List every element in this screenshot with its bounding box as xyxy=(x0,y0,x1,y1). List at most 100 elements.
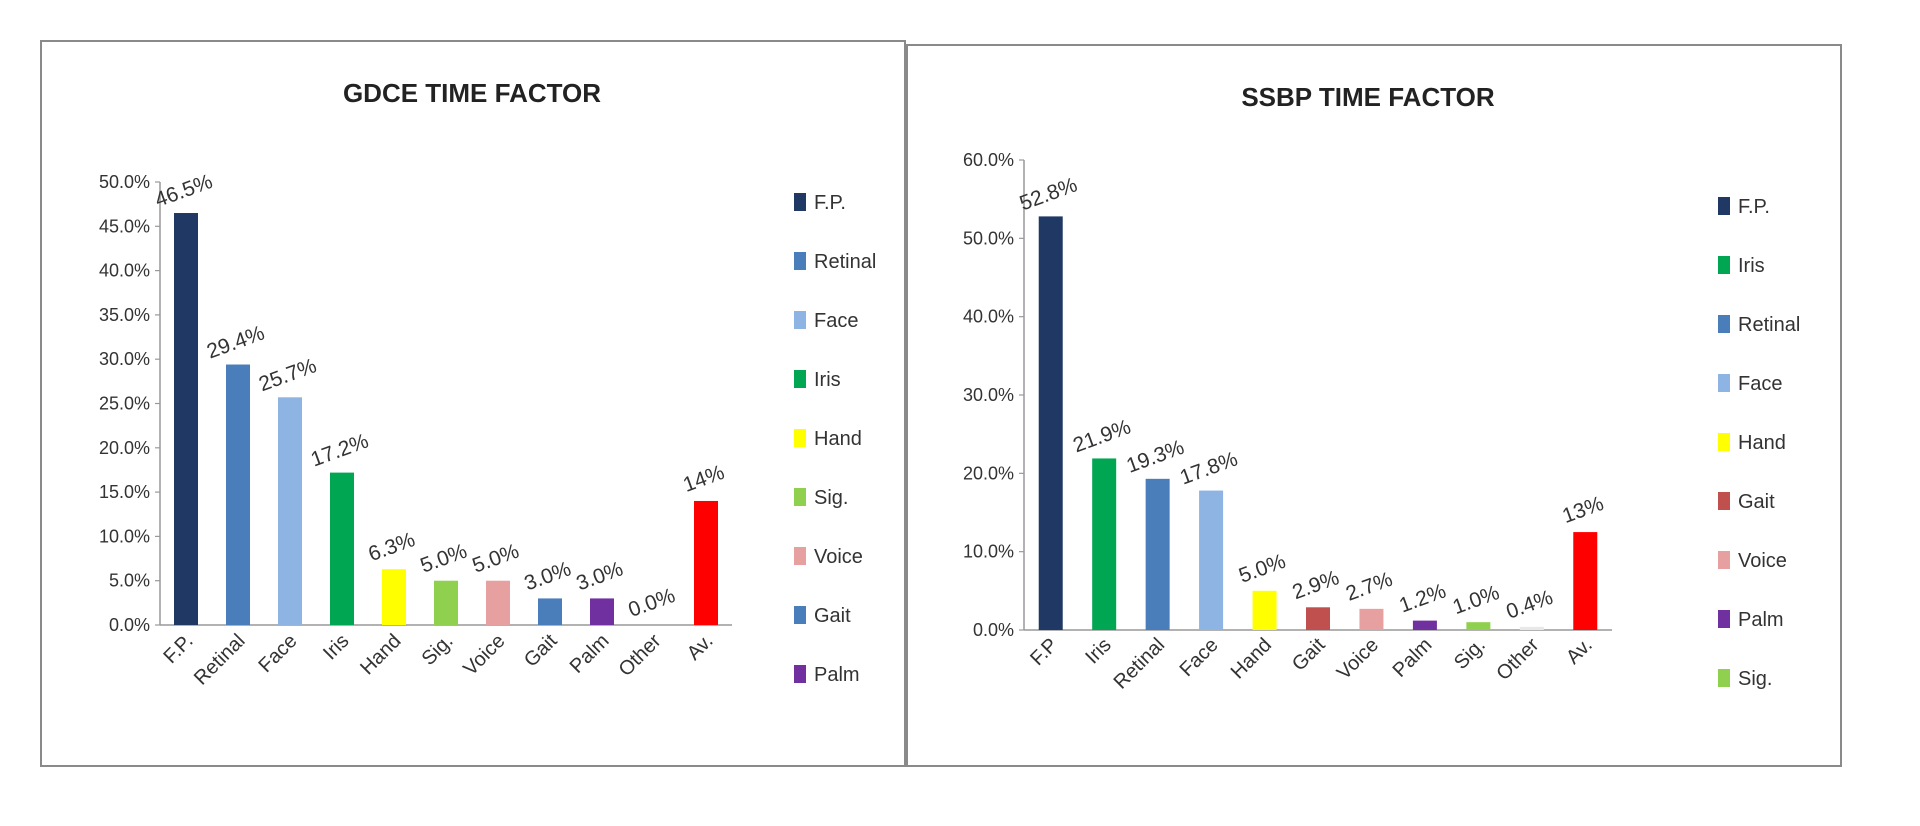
category-label: Gait xyxy=(1288,634,1330,676)
legend-swatch xyxy=(794,488,806,506)
data-label: 17.2% xyxy=(308,430,372,472)
data-label: 6.3% xyxy=(365,528,418,566)
y-tick-label: 0.0% xyxy=(109,615,150,635)
category-label: Voice xyxy=(1333,634,1383,684)
legend-swatch xyxy=(794,193,806,211)
data-label: 3.0% xyxy=(573,557,626,595)
bar xyxy=(1252,590,1277,630)
bar xyxy=(434,580,458,625)
legend-swatch xyxy=(1718,315,1730,333)
category-label: Retinal xyxy=(1110,634,1170,694)
chart-title: SSBP TIME FACTOR xyxy=(1241,82,1495,112)
legend-label: Retinal xyxy=(1738,314,1800,336)
legend-label: Hand xyxy=(814,428,862,450)
y-tick-label: 45.0% xyxy=(99,216,150,236)
category-label: Iris xyxy=(319,630,353,664)
legend-swatch xyxy=(1718,492,1730,510)
legend-swatch xyxy=(794,252,806,270)
y-tick-label: 10.0% xyxy=(99,526,150,546)
data-label: 2.7% xyxy=(1343,568,1396,606)
data-label: 46.5% xyxy=(152,170,216,212)
legend-label: Sig. xyxy=(814,487,848,509)
legend-label: F.P. xyxy=(814,192,846,214)
category-label: Gait xyxy=(520,630,562,672)
y-tick-label: 25.0% xyxy=(99,394,150,414)
category-label: Palm xyxy=(566,630,614,678)
ssbp-time-factor-chart: SSBP TIME FACTOR 0.0% 10.0% 20.0% 30.0% 40.0%… xyxy=(963,82,1800,694)
legend-label: Gait xyxy=(814,605,851,627)
y-tick-label: 40.0% xyxy=(963,307,1014,327)
bar xyxy=(1412,620,1437,630)
y-tick-label: 60.0% xyxy=(963,150,1014,170)
legend-swatch xyxy=(794,311,806,329)
ssbp-chart-panel: SSBP TIME FACTOR 0.0% 10.0% 20.0% 30.0% 40.0%… xyxy=(906,44,1842,767)
y-tick-label: 0.0% xyxy=(973,620,1014,640)
y-tick-label: 40.0% xyxy=(99,261,150,281)
legend-label: Face xyxy=(814,310,858,332)
data-label: 14% xyxy=(680,461,727,497)
category-label: Other xyxy=(615,630,666,681)
bar xyxy=(1199,490,1224,630)
legend-label: Hand xyxy=(1738,432,1786,454)
legend-label: Iris xyxy=(1738,255,1765,277)
legend-label: Gait xyxy=(1738,491,1775,513)
category-label: Av. xyxy=(683,630,718,665)
legend-swatch xyxy=(1718,551,1730,569)
legend-label: Sig. xyxy=(1738,668,1772,690)
category-label: Retinal xyxy=(190,630,250,690)
data-label: 1.2% xyxy=(1396,579,1449,617)
category-label: Hand xyxy=(356,630,405,679)
bar xyxy=(1466,622,1491,630)
legend-swatch xyxy=(794,370,806,388)
chart-title: GDCE TIME FACTOR xyxy=(343,78,601,108)
legend-swatch xyxy=(1718,610,1730,628)
bar xyxy=(382,569,406,625)
y-tick-label: 10.0% xyxy=(963,542,1014,562)
data-label: 5.0% xyxy=(469,540,522,578)
data-label: 52.8% xyxy=(1017,173,1081,215)
category-label: F.P xyxy=(1026,634,1062,670)
category-label: Other xyxy=(1492,634,1543,685)
gdce-time-factor-chart: GDCE TIME FACTOR 0.0% 5.0% 10.0% 15.0% 20.0% 2… xyxy=(99,78,876,690)
bar xyxy=(538,598,562,625)
legend-label: Voice xyxy=(814,546,863,568)
legend-swatch xyxy=(794,429,806,447)
category-label: Iris xyxy=(1081,634,1115,668)
legend-label: F.P. xyxy=(1738,196,1770,218)
bar xyxy=(226,364,250,625)
legend-swatch xyxy=(794,665,806,683)
data-label: 17.8% xyxy=(1177,447,1241,489)
category-label: Face xyxy=(255,630,302,677)
data-label: 0.4% xyxy=(1503,586,1556,624)
data-label: 5.0% xyxy=(417,540,470,578)
data-label: 25.7% xyxy=(256,354,320,396)
legend-label: Face xyxy=(1738,373,1782,395)
bar xyxy=(590,598,614,625)
legend-swatch xyxy=(794,547,806,565)
y-tick-label: 50.0% xyxy=(963,228,1014,248)
y-tick-label: 20.0% xyxy=(963,463,1014,483)
category-label: Sig. xyxy=(1450,634,1490,674)
legend-label: Iris xyxy=(814,369,841,391)
bar xyxy=(694,500,718,625)
y-tick-label: 30.0% xyxy=(963,385,1014,405)
bar xyxy=(1145,478,1170,630)
legend-label: Palm xyxy=(1738,609,1784,631)
gdce-chart-panel: GDCE TIME FACTOR 0.0% 5.0% 10.0% 15.0% 20.0% 2… xyxy=(40,40,906,767)
category-label: Av. xyxy=(1562,634,1597,669)
data-label: 1.0% xyxy=(1450,581,1503,619)
category-label: Hand xyxy=(1227,634,1276,683)
y-tick-label: 15.0% xyxy=(99,482,150,502)
data-label: 0.0% xyxy=(625,584,678,622)
bar xyxy=(278,397,302,625)
y-tick-label: 30.0% xyxy=(99,349,150,369)
bar xyxy=(1359,608,1384,630)
bar xyxy=(1519,626,1544,630)
legend-swatch xyxy=(1718,197,1730,215)
bar xyxy=(1306,607,1330,630)
category-label: Palm xyxy=(1389,634,1437,682)
data-label: 29.4% xyxy=(204,321,268,363)
data-label: 21.9% xyxy=(1070,415,1134,457)
y-tick-label: 35.0% xyxy=(99,305,150,325)
